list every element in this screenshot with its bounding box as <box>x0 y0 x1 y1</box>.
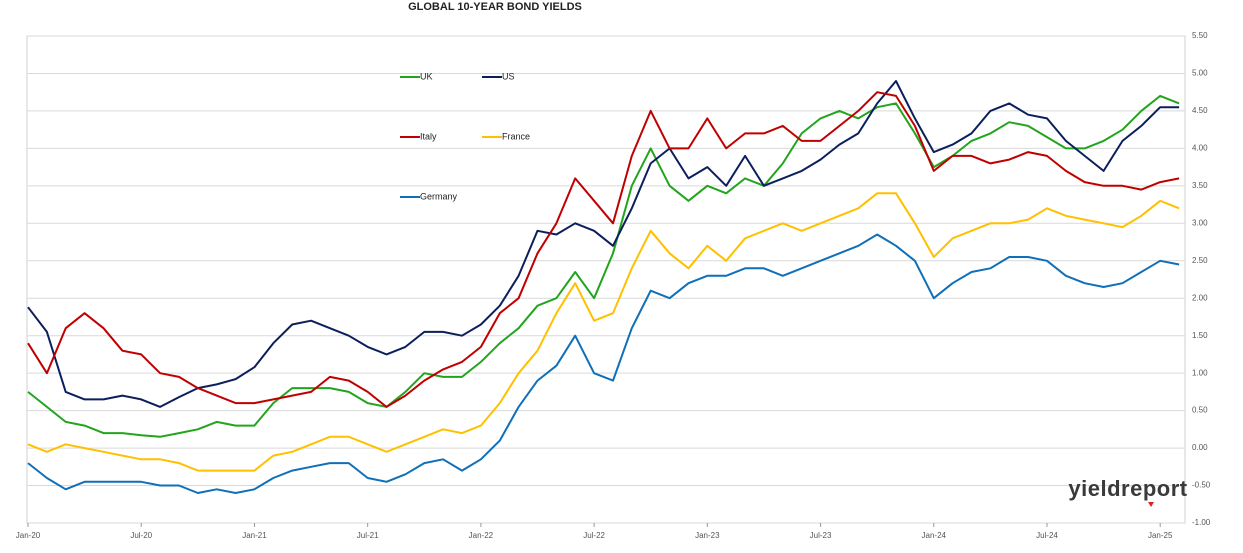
y-tick-label: 1.50 <box>1192 331 1208 340</box>
y-tick-label: 0.00 <box>1192 443 1208 452</box>
x-tick-label: Jan-21 <box>242 531 267 540</box>
legend-label: France <box>502 131 530 141</box>
logo-mark <box>1148 502 1154 507</box>
y-tick-label: 3.00 <box>1192 218 1208 227</box>
y-tick-label: 4.00 <box>1192 143 1208 152</box>
x-tick-label: Jan-23 <box>695 531 720 540</box>
y-tick-label: 1.00 <box>1192 368 1208 377</box>
series-line <box>27 91 1180 408</box>
y-tick-label: 0.50 <box>1192 406 1208 415</box>
x-tick-label: Jul-21 <box>357 531 379 540</box>
series-line <box>27 192 1180 472</box>
y-tick-label: 2.00 <box>1192 293 1208 302</box>
y-tick-label: 4.50 <box>1192 106 1208 115</box>
x-tick-label: Jul-24 <box>1036 531 1058 540</box>
y-tick-label: -1.00 <box>1192 518 1211 527</box>
legend-label: Italy <box>420 131 437 141</box>
plot-layer: -1.00 -0.50 0.00 0.50 1.00 1.50 2.00 2.50 3.00 3.… <box>16 31 1211 540</box>
x-tick-label: Jan-22 <box>469 531 494 540</box>
logo: yieldreport <box>1068 476 1187 501</box>
series-line <box>27 233 1180 494</box>
y-tick-label: -0.50 <box>1192 481 1211 490</box>
y-tick-label: 2.50 <box>1192 256 1208 265</box>
x-tick-label: Jan-24 <box>922 531 947 540</box>
x-tick-label: Jan-20 <box>16 531 41 540</box>
chart-title: GLOBAL 10-YEAR BOND YIELDS <box>408 1 582 13</box>
series-line <box>27 80 1180 408</box>
series-line <box>27 94 1180 438</box>
y-tick-label: 5.00 <box>1192 69 1208 78</box>
legend-label: UK <box>420 71 433 81</box>
x-tick-label: Jul-22 <box>583 531 605 540</box>
legend-label: Germany <box>420 191 458 201</box>
y-tick-label: 5.50 <box>1192 31 1208 40</box>
y-tick-label: 3.50 <box>1192 181 1208 190</box>
plot-area <box>26 35 1186 524</box>
legend-label: US <box>502 71 515 81</box>
x-tick-label: Jul-23 <box>810 531 832 540</box>
x-tick-label: Jul-20 <box>130 531 152 540</box>
x-tick-label: Jan-25 <box>1148 531 1173 540</box>
